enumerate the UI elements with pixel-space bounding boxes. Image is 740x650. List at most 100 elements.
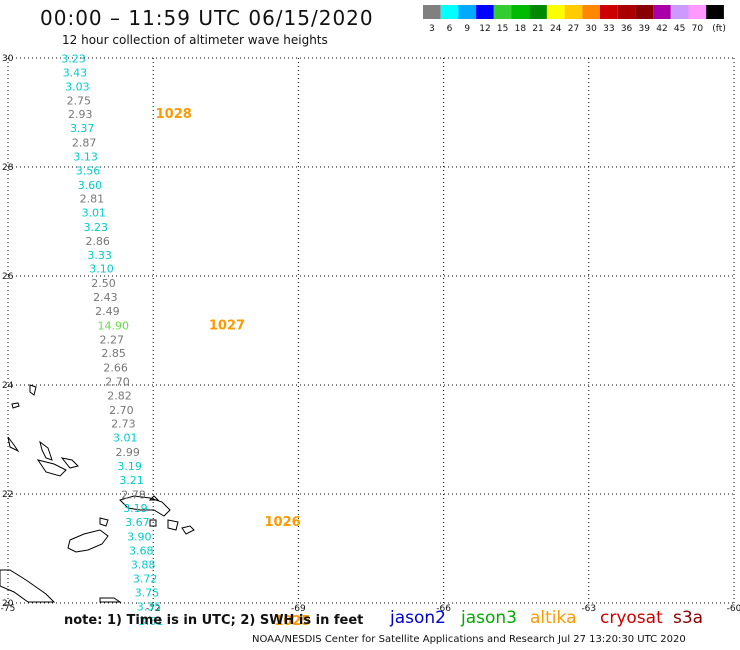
lon-tick-label: -69: [291, 604, 306, 614]
lat-tick-label: 22: [2, 490, 13, 500]
axis-ticks: -75 -72 -69 -66 -63 -60 30 28 26 24 22 20: [1, 54, 740, 614]
legend-label: 6: [447, 24, 453, 34]
legend-label: 70: [692, 24, 704, 34]
lat-tick-label: 24: [2, 381, 14, 391]
satellite-jason2: jason2: [390, 608, 446, 628]
island-shape: [11, 402, 20, 409]
legend-label: 27: [568, 24, 579, 34]
lon-tick-label: -63: [581, 604, 596, 614]
legend-swatch: [582, 5, 600, 19]
wave-height-value: 3.33: [87, 249, 112, 262]
wave-height-value: 3.60: [78, 179, 103, 192]
wave-height-value: 3.03: [65, 81, 90, 94]
satellite-cryosat: cryosat: [600, 608, 663, 628]
island-shape: [148, 495, 160, 501]
observation-labels: 3.23 3.433.032.752.933.372.873.13 3.563.60…: [61, 52, 163, 627]
chart-title: 00:00 – 11:59 UTC 06/15/2020: [40, 6, 374, 30]
legend-swatch: [564, 5, 583, 19]
wave-height-value: 2.50: [91, 277, 116, 290]
legend-label: 21: [532, 24, 543, 34]
wave-height-value: 3.19: [123, 502, 148, 515]
legend-swatch: [440, 5, 459, 19]
legend-swatch: [653, 5, 671, 19]
legend-swatch: [617, 5, 636, 19]
color-legend: 3 6 9 12 15 18 21 24 27 30 33 36 39 42 45 70 (ft): [423, 5, 726, 34]
wave-height-value: 2.75: [67, 94, 92, 107]
legend-swatch: [529, 5, 547, 19]
island-shape: [119, 495, 171, 517]
lon-tick-label: -66: [436, 604, 451, 614]
wave-height-value: 3.37: [70, 122, 95, 135]
wave-height-value: 3.72: [133, 572, 158, 585]
time-labels: 1028 1027 1026 1025: [156, 107, 311, 629]
wave-height-value: 3.61: [139, 615, 164, 628]
wave-height-value: 2.49: [95, 305, 120, 318]
wave-height-value: 3.88: [131, 559, 156, 572]
wave-height-value: 2.78: [121, 488, 146, 501]
wave-height-value: 14.90: [98, 319, 130, 332]
island-shape: [149, 519, 157, 527]
wave-height-value: 2.85: [101, 347, 126, 360]
legend-swatch: [546, 5, 565, 19]
wave-height-value: 3.21: [119, 474, 144, 487]
legend-swatch: [635, 5, 654, 19]
satellite-s3a: s3a: [673, 608, 704, 628]
wave-height-value: 3.19: [117, 460, 142, 473]
island-shape: [60, 457, 79, 469]
wave-height-value: 2.99: [115, 446, 140, 459]
time-label: 1027: [209, 318, 245, 333]
wave-height-value: 2.87: [72, 136, 97, 149]
wave-height-value: 3.43: [63, 67, 88, 80]
island-shape: [7, 436, 20, 453]
legend-label: 36: [621, 24, 633, 34]
map-grid: [7, 57, 735, 604]
wave-height-value: 2.27: [99, 334, 124, 347]
footer-note: note: 1) Time is in UTC; 2) SWH is in fe…: [64, 613, 364, 628]
island-shape: [181, 525, 195, 535]
legend-label: 45: [674, 24, 685, 34]
legend-label: 33: [603, 24, 614, 34]
lon-tick-label: -60: [727, 604, 740, 614]
wave-height-value: 2.66: [103, 361, 128, 374]
lat-tick-label: 28: [2, 163, 14, 173]
legend-label: 24: [550, 24, 562, 34]
lon-tick-label: -72: [146, 604, 161, 614]
wave-height-value: 2.81: [80, 192, 105, 205]
legend-swatch: [423, 5, 441, 19]
footer-credit: NOAA/NESDIS Center for Satellite Applica…: [252, 634, 686, 645]
wave-height-value: 3.56: [76, 165, 101, 178]
island-shape: [39, 440, 53, 461]
island-shape: [36, 459, 67, 477]
legend-swatch: [600, 5, 618, 19]
wave-height-value: 3.90: [127, 530, 151, 543]
legend-label: 9: [464, 24, 470, 34]
wave-height-value: 3.10: [89, 263, 114, 276]
legend-swatch: [511, 5, 530, 19]
legend-label: 12: [479, 24, 490, 34]
legend-swatch: [688, 5, 707, 19]
lat-tick-label: 30: [2, 54, 14, 64]
wave-height-value: 2.86: [85, 235, 110, 248]
wave-height-value: 2.43: [93, 291, 118, 304]
satellite-jason3: jason3: [461, 608, 517, 628]
wave-height-value: 2.70: [105, 376, 130, 389]
wave-height-value: 3.75: [135, 586, 160, 599]
island-shape: [99, 597, 122, 603]
time-label: 1026: [265, 515, 301, 530]
wave-height-value: 2.93: [68, 108, 93, 121]
time-label: 1025: [274, 614, 310, 629]
wave-height-value: 3.23: [61, 52, 86, 65]
legend-label: 15: [497, 24, 508, 34]
legend-label: 3: [429, 24, 435, 34]
legend-swatch: [706, 5, 724, 19]
chart-subtitle: 12 hour collection of altimeter wave hei…: [62, 33, 328, 47]
wave-height-value: 3.01: [113, 432, 138, 445]
wave-height-value: 3.13: [73, 150, 98, 163]
island-shape: [0, 569, 56, 603]
coastline: [0, 384, 195, 603]
legend-label: (ft): [712, 24, 726, 34]
lat-tick-label: 20: [2, 599, 14, 609]
wave-height-value: 3.35: [137, 601, 162, 614]
lon-tick-label: -75: [1, 604, 16, 614]
